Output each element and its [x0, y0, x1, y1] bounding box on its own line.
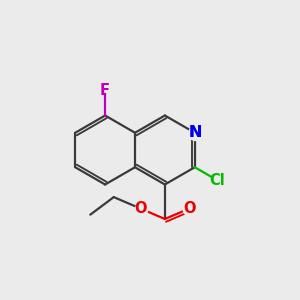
Text: O: O: [134, 201, 147, 216]
Text: Cl: Cl: [209, 172, 225, 188]
Text: N: N: [188, 125, 202, 140]
Text: O: O: [183, 201, 195, 216]
Text: N: N: [188, 125, 202, 140]
Text: F: F: [100, 82, 110, 98]
